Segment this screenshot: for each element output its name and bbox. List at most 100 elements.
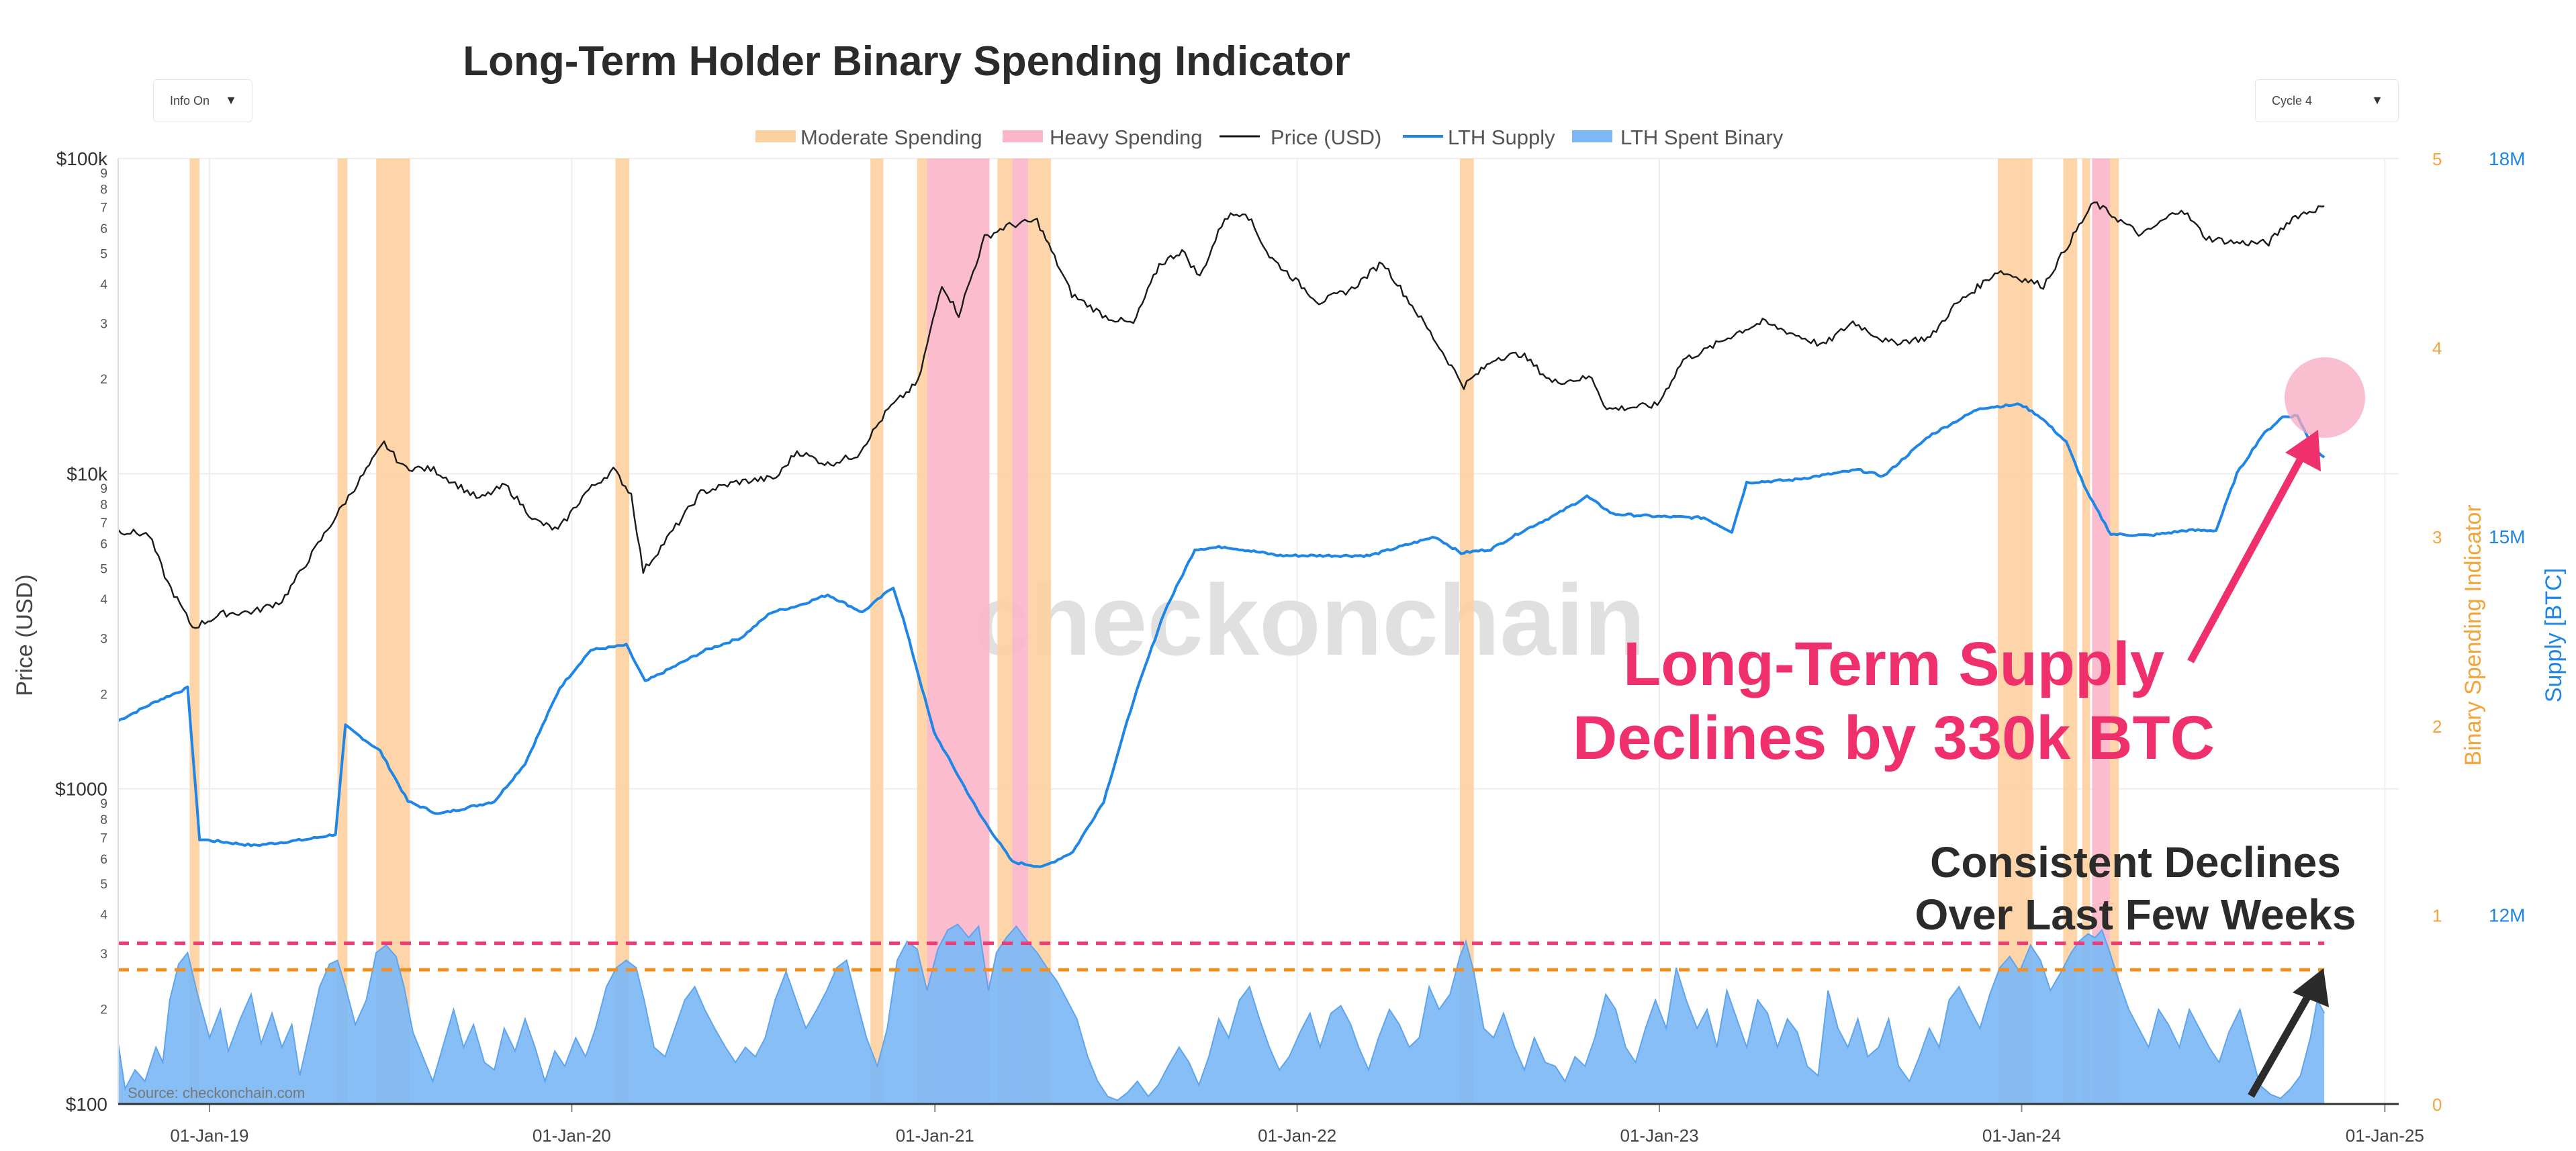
moderate-spending-band	[2063, 158, 2078, 1104]
price-minor-tick-label: 7	[100, 201, 107, 216]
price-tick-label: $10k	[66, 463, 108, 484]
price-minor-tick-label: 4	[100, 593, 107, 607]
price-minor-tick-label: 2	[100, 373, 107, 387]
price-minor-tick-label: 2	[100, 1003, 107, 1017]
source-label: Source: checkonchain.com	[128, 1085, 305, 1101]
price-tick-label: $100k	[56, 148, 108, 169]
supply-layer	[118, 402, 2326, 868]
moderate-spending-band	[189, 158, 200, 1104]
moderate-spending-band	[917, 158, 927, 1104]
binary-tick-label: 3	[2432, 527, 2442, 547]
moderate-spending-band	[337, 158, 348, 1104]
arrow-head-dark-icon	[2293, 968, 2329, 1007]
legend-label-price: Price (USD)	[1271, 126, 1381, 149]
price-minor-tick-label: 9	[100, 482, 107, 496]
legend-swatch-heavy	[1003, 130, 1043, 142]
price-tick-label: $100	[66, 1094, 107, 1115]
arrow-head-pink-icon	[2285, 430, 2321, 471]
legend-label-supply: LTH Supply	[1448, 126, 1555, 149]
moderate-spending-band	[2082, 158, 2090, 1104]
price-minor-tick-label: 7	[100, 516, 107, 531]
annotation-supply-line1: Long-Term Supply	[1623, 630, 2164, 698]
legend-swatch-moderate	[755, 130, 796, 142]
price-tick-label: $1000	[55, 779, 107, 800]
annotation-supply-decline: Long-Term Supply Declines by 330k BTC	[1573, 357, 2365, 772]
x-tick-label: 01-Jan-23	[1620, 1125, 1698, 1146]
watermark: checkonchain	[974, 563, 1645, 676]
spending-bands	[189, 158, 2119, 1104]
price-minor-tick-label: 4	[100, 908, 107, 922]
binary-tick-label: 1	[2432, 905, 2442, 925]
legend-swatch-binary	[1572, 130, 1612, 142]
price-layer	[118, 201, 2325, 629]
price-minor-tick-label: 6	[100, 222, 107, 236]
price-minor-tick-label: 3	[100, 633, 107, 647]
annotation-arrow-pink	[2187, 449, 2308, 663]
x-tick-label: 01-Jan-20	[533, 1125, 611, 1146]
cycle-select-label: Cycle 4	[2272, 93, 2313, 107]
moderate-spending-band	[2109, 158, 2119, 1104]
price-minor-tick-label: 9	[100, 797, 107, 811]
price-minor-tick-label: 2	[100, 688, 107, 702]
legend-item-moderate[interactable]: Moderate Spending	[755, 126, 982, 149]
binary-axis-title: Binary Spending Indicator	[2460, 504, 2486, 766]
axes: 01-Jan-19 01-Jan-20 01-Jan-21 01-Jan-22 01-J…	[55, 148, 2525, 1146]
x-tick-label: 01-Jan-19	[170, 1125, 248, 1146]
supply-tick-label: 12M	[2489, 905, 2525, 925]
annotation-arrow-dark	[2248, 991, 2313, 1098]
price-minor-tick-label: 8	[100, 498, 107, 512]
price-minor-tick-label: 8	[100, 183, 107, 197]
legend-item-price[interactable]: Price (USD)	[1220, 126, 1381, 149]
threshold-lines	[118, 941, 2325, 972]
moderate-spending-band	[376, 158, 410, 1104]
legend-item-binary[interactable]: LTH Spent Binary	[1572, 126, 1784, 149]
price-minor-tick-label: 3	[100, 317, 107, 331]
price-minor-tick-label: 6	[100, 537, 107, 551]
price-minor-tick-label: 4	[100, 278, 107, 292]
annotation-recent-declines: Consistent Declines Over Last Few Weeks	[1915, 838, 2356, 1098]
x-tick-label: 01-Jan-21	[896, 1125, 974, 1146]
price-axis-title: Price (USD)	[12, 574, 38, 696]
price-minor-tick-label: 9	[100, 167, 107, 181]
chevron-down-icon: ▼	[2371, 93, 2383, 107]
x-tick-label: 01-Jan-24	[1982, 1125, 2061, 1146]
legend-label-heavy: Heavy Spending	[1050, 126, 1203, 149]
price-minor-tick-label: 5	[100, 563, 107, 577]
supply-tick-label: 15M	[2489, 526, 2525, 547]
legend-label-moderate: Moderate Spending	[800, 126, 982, 149]
annotation-recent-line2: Over Last Few Weeks	[1915, 890, 2356, 939]
binary-tick-label: 2	[2432, 717, 2442, 737]
binary-layer	[118, 923, 2326, 1104]
binary-tick-label: 0	[2432, 1095, 2442, 1115]
binary-spent-outline	[118, 923, 2326, 1101]
info-toggle-label: Info On	[170, 93, 210, 107]
price-minor-tick-label: 5	[100, 247, 107, 261]
cycle-select-dropdown[interactable]: Cycle 4 ▼	[2255, 79, 2399, 122]
lth-supply-line	[118, 402, 2326, 868]
moderate-spending-band	[1997, 158, 2033, 1104]
price-minor-tick-label: 5	[100, 878, 107, 892]
chart-title: Long-Term Holder Binary Spending Indicat…	[463, 38, 1350, 85]
info-toggle-dropdown[interactable]: Info On ▼	[153, 79, 252, 122]
legend-item-heavy[interactable]: Heavy Spending	[1003, 126, 1203, 149]
moderate-spending-band	[997, 158, 1013, 1104]
price-minor-tick-label: 7	[100, 831, 107, 845]
moderate-spending-band	[1459, 158, 1474, 1104]
annotation-supply-line2: Declines by 330k BTC	[1573, 704, 2215, 772]
moderate-spending-band	[615, 158, 630, 1104]
x-tick-label: 01-Jan-22	[1258, 1125, 1336, 1146]
price-minor-tick-label: 6	[100, 853, 107, 867]
price-minor-tick-label: 3	[100, 948, 107, 962]
heavy-spending-band	[1012, 158, 1029, 1104]
annotation-recent-line1: Consistent Declines	[1930, 838, 2341, 886]
binary-tick-label: 4	[2432, 338, 2442, 359]
x-tick-label: 01-Jan-25	[2346, 1125, 2424, 1146]
highlight-circle	[2285, 357, 2365, 438]
legend-item-supply[interactable]: LTH Supply	[1403, 126, 1555, 149]
price-line	[118, 201, 2325, 629]
price-minor-tick-label: 8	[100, 813, 107, 827]
supply-axis-title: Supply [BTC]	[2541, 568, 2567, 702]
moderate-spending-band	[870, 158, 884, 1104]
binary-tick-label: 5	[2432, 149, 2442, 169]
